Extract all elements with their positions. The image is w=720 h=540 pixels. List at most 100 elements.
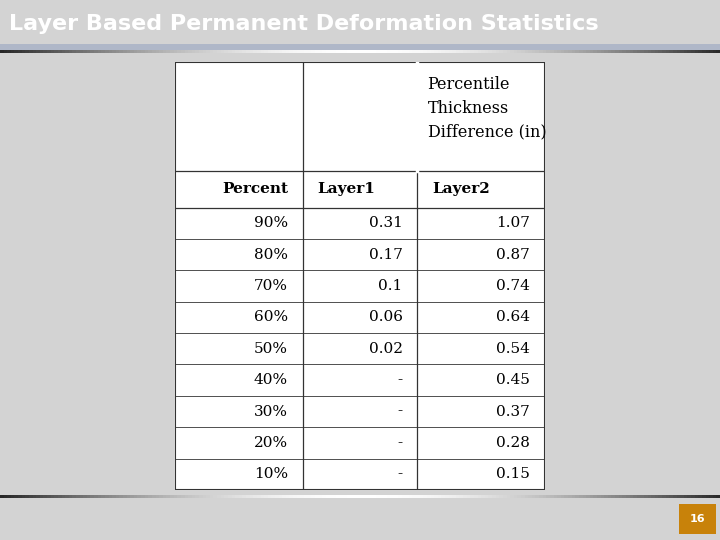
Bar [243,50,246,53]
Bar [102,50,105,53]
Bar [452,495,456,498]
Bar [61,495,65,498]
Bar [156,50,159,53]
Bar [181,50,184,53]
Bar [510,495,514,498]
Bar [32,50,36,53]
Bar [221,50,225,53]
Bar [325,495,329,498]
Bar [416,495,420,498]
Bar [84,50,87,53]
Bar [210,50,213,53]
Bar [618,50,622,53]
Bar [120,495,123,498]
Bar [94,50,98,53]
Text: 0.64: 0.64 [496,310,530,325]
Bar [50,495,54,498]
Bar [536,495,539,498]
Text: 0.17: 0.17 [369,248,402,261]
Bar [336,495,340,498]
Bar [159,495,163,498]
Bar [384,495,387,498]
Bar [297,50,300,53]
Bar [373,50,377,53]
Bar [307,495,311,498]
Bar [597,50,600,53]
Bar [91,495,94,498]
Bar [611,495,615,498]
Bar [43,495,47,498]
Bar [279,50,282,53]
Bar [250,495,253,498]
Bar [318,50,322,53]
Bar [449,495,452,498]
Bar [532,495,536,498]
Bar [36,495,40,498]
Bar [177,495,181,498]
Bar [127,50,130,53]
Bar [688,495,691,498]
Bar [253,50,257,53]
Bar [445,50,449,53]
Text: 0.87: 0.87 [497,248,530,261]
Bar [608,50,611,53]
Text: -: - [397,467,402,481]
Bar [702,495,706,498]
Bar [395,495,398,498]
Bar [546,50,550,53]
Bar [138,50,141,53]
Bar [112,495,116,498]
Bar [250,50,253,53]
Bar [279,495,282,498]
Bar [485,495,488,498]
Bar [536,50,539,53]
Bar [102,495,105,498]
Bar [561,495,564,498]
Bar [192,50,195,53]
Bar [554,50,557,53]
Bar [636,50,640,53]
Bar [138,495,141,498]
Bar [239,495,243,498]
Bar [362,495,366,498]
Bar [210,495,213,498]
Text: 90%: 90% [253,216,288,230]
Bar [434,50,438,53]
Text: Percentile
Thickness
Difference (in): Percentile Thickness Difference (in) [428,76,546,140]
Bar [670,495,673,498]
Text: 0.15: 0.15 [496,467,530,481]
Text: 10%: 10% [253,467,288,481]
Bar [358,495,362,498]
Bar [246,50,250,53]
Bar [647,495,652,498]
Bar [463,50,467,53]
Bar [510,50,514,53]
Bar [582,495,586,498]
Bar [73,50,76,53]
Bar [380,495,384,498]
Bar [275,50,279,53]
Bar [546,495,550,498]
Bar [304,50,307,53]
Bar [405,50,409,53]
Bar [261,50,264,53]
Bar [297,495,300,498]
Bar [300,495,304,498]
Bar [615,50,618,53]
Bar [647,50,652,53]
Bar [652,50,655,53]
Bar [377,50,380,53]
Bar [626,50,629,53]
Bar [677,495,680,498]
Bar [495,50,499,53]
Bar [702,50,706,53]
Bar [329,50,333,53]
Text: 30%: 30% [254,404,288,418]
Bar [474,495,477,498]
Text: 16: 16 [690,514,706,524]
Bar [391,50,395,53]
Bar [152,495,156,498]
Bar [76,50,80,53]
Bar [684,50,688,53]
Bar [673,50,677,53]
